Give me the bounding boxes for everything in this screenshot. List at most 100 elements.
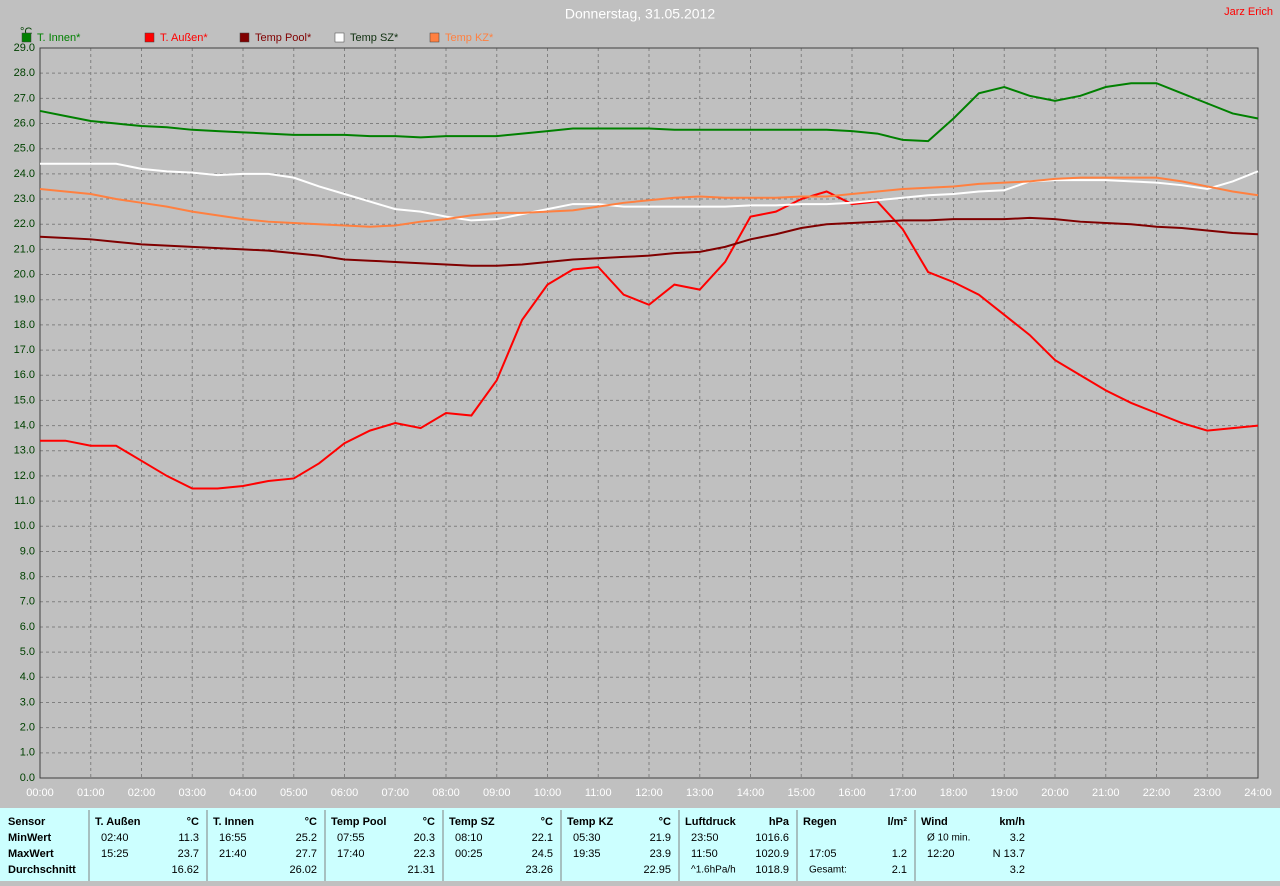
cell-label: 23:50 bbox=[691, 832, 719, 844]
y-tick-label: 25.0 bbox=[14, 143, 35, 155]
group-header: Temp Pool bbox=[331, 816, 386, 828]
y-tick-label: 4.0 bbox=[20, 671, 35, 683]
y-tick-label: 23.0 bbox=[14, 193, 35, 205]
legend-label: T. Innen* bbox=[37, 32, 81, 44]
x-tick-label: 15:00 bbox=[787, 787, 815, 799]
y-tick-label: 13.0 bbox=[14, 445, 35, 457]
cell-value: 1020.9 bbox=[755, 848, 789, 860]
cell-value: 24.5 bbox=[532, 848, 553, 860]
cell-label: 17:40 bbox=[337, 848, 365, 860]
legend-label: Temp Pool* bbox=[255, 32, 312, 44]
cell-label: 19:35 bbox=[573, 848, 601, 860]
cell-value: 11.3 bbox=[178, 832, 199, 844]
y-tick-label: 11.0 bbox=[14, 495, 35, 507]
legend-label: Temp SZ* bbox=[350, 32, 399, 44]
x-tick-label: 20:00 bbox=[1041, 787, 1069, 799]
cell-value: 26.02 bbox=[289, 864, 317, 876]
x-tick-label: 07:00 bbox=[381, 787, 409, 799]
y-tick-label: 9.0 bbox=[20, 545, 35, 557]
x-tick-label: 09:00 bbox=[483, 787, 511, 799]
cell-value: 23.7 bbox=[178, 848, 199, 860]
group-unit: °C bbox=[541, 816, 553, 828]
legend-swatch bbox=[429, 32, 440, 43]
y-tick-label: 20.0 bbox=[14, 268, 35, 280]
y-tick-label: 16.0 bbox=[14, 369, 35, 381]
cell-value: 1016.6 bbox=[755, 832, 789, 844]
legend-swatch bbox=[21, 32, 32, 43]
cell-label: 07:55 bbox=[337, 832, 365, 844]
x-tick-label: 23:00 bbox=[1193, 787, 1221, 799]
x-tick-label: 16:00 bbox=[838, 787, 866, 799]
x-tick-label: 17:00 bbox=[889, 787, 917, 799]
group-unit: km/h bbox=[999, 816, 1025, 828]
row-label: Durchschnitt bbox=[8, 864, 76, 876]
series-line bbox=[40, 190, 1259, 490]
group-unit: °C bbox=[659, 816, 671, 828]
row-label: MaxWert bbox=[8, 848, 54, 860]
x-tick-label: 24:00 bbox=[1244, 787, 1272, 799]
legend-swatch bbox=[144, 32, 155, 43]
group-header: Luftdruck bbox=[685, 816, 737, 828]
y-tick-label: 22.0 bbox=[14, 218, 35, 230]
cell-label: 08:10 bbox=[455, 832, 483, 844]
y-tick-label: 24.0 bbox=[14, 168, 35, 180]
group-header: T. Innen bbox=[213, 816, 254, 828]
table-header: Sensor bbox=[8, 816, 46, 828]
cell-label: 05:30 bbox=[573, 832, 601, 844]
legend-swatch bbox=[334, 32, 345, 43]
cell-label: Gesamt: bbox=[809, 865, 847, 876]
cell-label: 02:40 bbox=[101, 832, 129, 844]
legend-swatch bbox=[239, 32, 250, 43]
cell-value: 23.9 bbox=[650, 848, 671, 860]
y-tick-label: 0.0 bbox=[20, 772, 35, 784]
legend-label: Temp KZ* bbox=[445, 32, 494, 44]
cell-label: 11:50 bbox=[691, 848, 718, 860]
row-label: MinWert bbox=[8, 832, 52, 844]
y-tick-label: 3.0 bbox=[20, 696, 35, 708]
table-background bbox=[0, 808, 1280, 881]
legend-label: T. Außen* bbox=[160, 32, 208, 44]
cell-value: N 13.7 bbox=[993, 848, 1025, 860]
y-tick-label: 28.0 bbox=[14, 67, 35, 79]
x-tick-label: 14:00 bbox=[737, 787, 765, 799]
cell-value: 27.7 bbox=[296, 848, 317, 860]
cell-label: 16:55 bbox=[219, 832, 247, 844]
y-tick-label: 27.0 bbox=[14, 92, 35, 104]
group-unit: hPa bbox=[769, 816, 790, 828]
group-unit: °C bbox=[187, 816, 199, 828]
cell-value: 16.62 bbox=[171, 864, 199, 876]
y-tick-label: 14.0 bbox=[14, 419, 35, 431]
group-header: Regen bbox=[803, 816, 837, 828]
x-tick-label: 06:00 bbox=[331, 787, 359, 799]
cell-label: 21:40 bbox=[219, 848, 247, 860]
x-tick-label: 19:00 bbox=[990, 787, 1018, 799]
cell-value: 3.2 bbox=[1010, 864, 1025, 876]
cell-value: 21.31 bbox=[407, 864, 435, 876]
cell-value: 20.3 bbox=[414, 832, 435, 844]
cell-label: 17:05 bbox=[809, 848, 837, 860]
cell-value: 25.2 bbox=[296, 832, 317, 844]
cell-label: ^1.6hPa/h bbox=[691, 865, 736, 876]
group-unit: °C bbox=[305, 816, 317, 828]
cell-value: 22.3 bbox=[414, 848, 435, 860]
series-line bbox=[39, 176, 1259, 228]
y-tick-label: 8.0 bbox=[20, 571, 35, 583]
y-tick-label: 19.0 bbox=[14, 294, 35, 306]
x-tick-label: 02:00 bbox=[128, 787, 156, 799]
chart-title: Donnerstag, 31.05.2012 bbox=[565, 6, 715, 22]
series-line bbox=[39, 82, 1259, 143]
group-header: T. Außen bbox=[95, 816, 141, 828]
x-tick-label: 05:00 bbox=[280, 787, 308, 799]
cell-label: 00:25 bbox=[455, 848, 483, 860]
x-tick-label: 13:00 bbox=[686, 787, 714, 799]
x-tick-label: 10:00 bbox=[534, 787, 562, 799]
y-tick-label: 5.0 bbox=[20, 646, 35, 658]
x-tick-label: 11:00 bbox=[585, 787, 612, 799]
x-tick-label: 08:00 bbox=[432, 787, 460, 799]
y-tick-label: 18.0 bbox=[14, 319, 35, 331]
group-unit: l/m² bbox=[887, 816, 907, 828]
cell-value: 22.1 bbox=[532, 832, 553, 844]
series-line bbox=[40, 162, 1259, 222]
cell-label: Ø 10 min. bbox=[927, 833, 970, 844]
